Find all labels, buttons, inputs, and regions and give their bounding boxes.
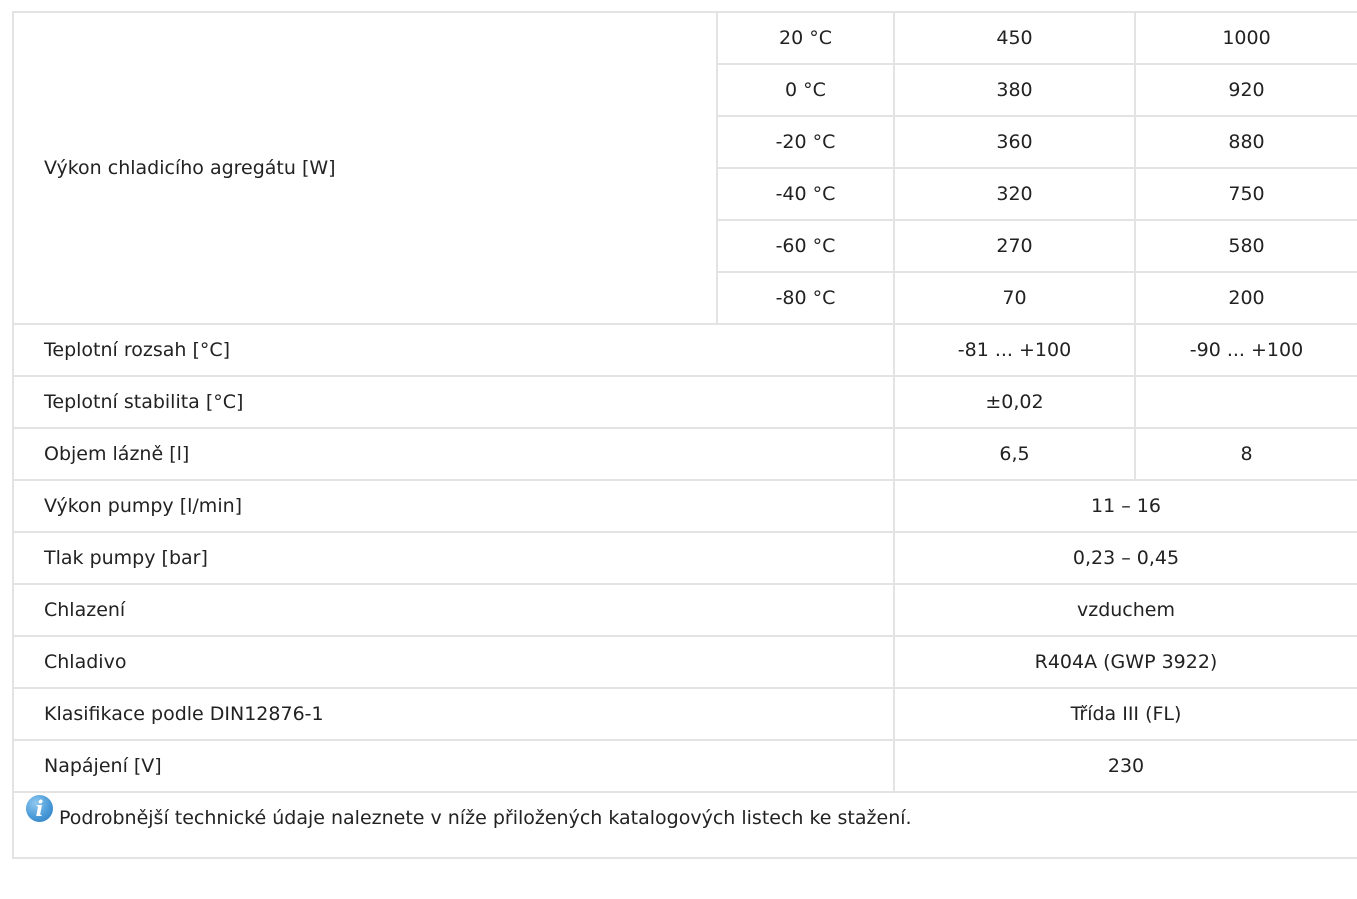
value-cell: 270 (893, 219, 1136, 273)
value-cell: R404A (GWP 3922) (893, 635, 1357, 689)
table-row: Tlak pumpy [bar] 0,23 – 0,45 (12, 531, 1357, 585)
value-cell: 8 (1134, 427, 1357, 481)
row-label-power-supply: Napájení [V] (12, 739, 895, 793)
temperature-cell: 0 °C (716, 63, 895, 117)
note-row: i Podrobnější technické údaje naleznete … (12, 791, 1357, 859)
value-cell: -90 ... +100 (1134, 323, 1357, 377)
row-label-temperature-range: Teplotní rozsah [°C] (12, 323, 895, 377)
table-row: Teplotní stabilita [°C] ±0,02 (12, 375, 1357, 429)
table-row: Chladivo R404A (GWP 3922) (12, 635, 1357, 689)
value-cell: 70 (893, 271, 1136, 325)
row-label-refrigerant: Chladivo (12, 635, 895, 689)
info-icon: i (26, 795, 53, 822)
row-label-cooling-performance: Výkon chladicího agregátu [W] (12, 11, 718, 325)
row-label-classification: Klasifikace podle DIN12876-1 (12, 687, 895, 741)
table-row: Výkon chladicího agregátu [W] 20 °C 450 … (12, 11, 1357, 325)
value-cell: 880 (1134, 115, 1357, 169)
table-row: Napájení [V] 230 (12, 739, 1357, 793)
value-cell (1134, 375, 1357, 429)
temperature-cell: 20 °C (716, 11, 895, 65)
specifications-table: Výkon chladicího agregátu [W] 20 °C 450 … (12, 11, 1357, 859)
value-cell: 580 (1134, 219, 1357, 273)
value-cell: 0,23 – 0,45 (893, 531, 1357, 585)
table-row: -60 °C 270 580 (13, 219, 1357, 273)
value-cell: 750 (1134, 167, 1357, 221)
table-row: Objem lázně [l] 6,5 8 (12, 427, 1357, 481)
table-row: -20 °C 360 880 (13, 115, 1357, 169)
row-label-bath-volume: Objem lázně [l] (12, 427, 895, 481)
value-cell: 360 (893, 115, 1136, 169)
value-cell: 1000 (1134, 11, 1357, 65)
row-label-cooling: Chlazení (12, 583, 895, 637)
temperature-cell: -20 °C (716, 115, 895, 169)
value-cell: 920 (1134, 63, 1357, 117)
value-cell: 380 (893, 63, 1136, 117)
value-cell: 6,5 (893, 427, 1136, 481)
value-cell: 200 (1134, 271, 1357, 325)
temperature-cell: -60 °C (716, 219, 895, 273)
table-row: Výkon pumpy [l/min] 11 – 16 (12, 479, 1357, 533)
row-label-pump-output: Výkon pumpy [l/min] (12, 479, 895, 533)
info-note: i Podrobnější technické údaje naleznete … (26, 795, 1357, 830)
row-label-temperature-stability: Teplotní stabilita [°C] (12, 375, 895, 429)
value-cell: 320 (893, 167, 1136, 221)
value-cell: ±0,02 (893, 375, 1136, 429)
table-row: Teplotní rozsah [°C] -81 ... +100 -90 ..… (12, 323, 1357, 377)
value-cell: vzduchem (893, 583, 1357, 637)
temperature-cell: -80 °C (716, 271, 895, 325)
table-row: Chlazení vzduchem (12, 583, 1357, 637)
table-row: i Podrobnější technické údaje naleznete … (12, 791, 1357, 859)
table-row: -40 °C 320 750 (13, 167, 1357, 221)
table-row: Klasifikace podle DIN12876-1 Třída III (… (12, 687, 1357, 741)
note-text: Podrobnější technické údaje naleznete v … (59, 807, 912, 829)
temperature-cell: -40 °C (716, 167, 895, 221)
row-label-pump-pressure: Tlak pumpy [bar] (12, 531, 895, 585)
value-cell: Třída III (FL) (893, 687, 1357, 741)
value-cell: 450 (893, 11, 1136, 65)
table-row: -80 °C 70 200 (13, 271, 1357, 325)
value-cell: 11 – 16 (893, 479, 1357, 533)
value-cell: 230 (893, 739, 1357, 793)
value-cell: -81 ... +100 (893, 323, 1136, 377)
